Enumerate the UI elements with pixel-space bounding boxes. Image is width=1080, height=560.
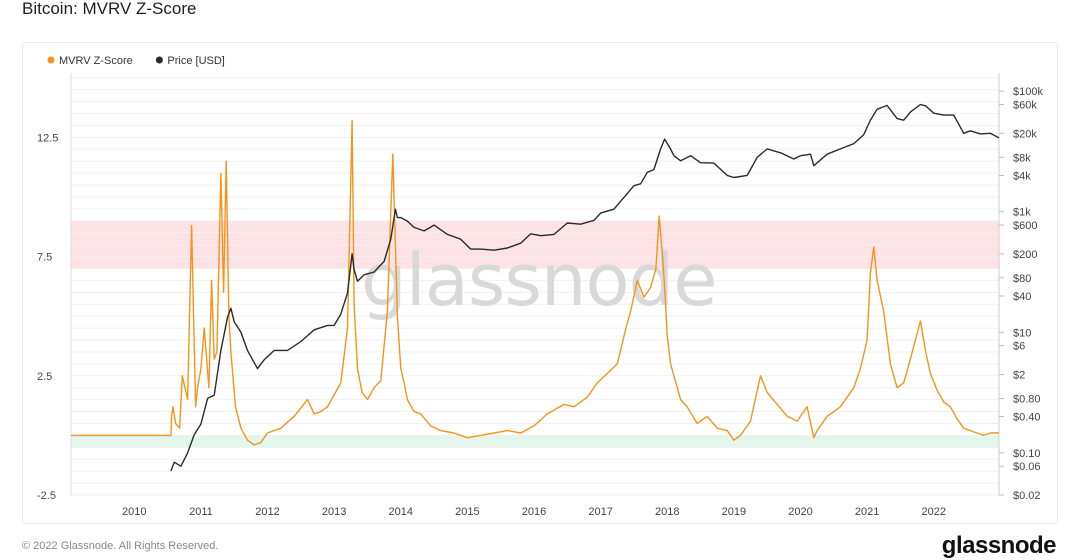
right-tick-label: $1k [1013,207,1031,219]
x-tick-label: 2013 [322,506,346,518]
x-tick-label: 2014 [389,506,413,518]
page-title: Bitcoin: MVRV Z-Score [22,0,197,18]
right-axis: $0.02 $0.06$0.10 $0.40 $0.80 $2 $6 $10 $40 $80 $2… [999,86,1043,502]
right-tick-label: $80 [1013,273,1031,285]
legend-item-price-usd-: Price [USD] [167,55,224,67]
left-axis: -2.5 2.5 7.5 12.5 [37,132,58,502]
right-tick-label: $200 [1013,249,1037,261]
x-tick-label: 2019 [722,506,746,518]
right-tick-label: $0.40 [1013,412,1041,424]
x-tick-label: 2011 [189,506,213,518]
x-tick-label: 2017 [588,506,612,518]
x-tick-label: 2018 [655,506,679,518]
chart-card: glassnode -2.5 2.5 7.5 12.5 $0.02 $0.06 $0.10… [22,42,1058,524]
left-tick-label: 12.5 [37,132,58,144]
x-tick-label: 2012 [255,506,279,518]
right-tick-label: $40 [1013,291,1031,303]
series-lines [71,103,1000,472]
series-line-mvrv-z-score [71,120,999,446]
brand-logo: glassnode [941,532,1057,559]
series-line-price-usd- [170,103,1000,472]
x-tick-label: 2020 [788,506,812,518]
right-tick-label: $0.10 [1013,448,1041,460]
x-tick-label: 2022 [921,506,945,518]
left-tick-label: 2.5 [37,371,52,383]
left-tick-label: 7.5 [37,252,52,264]
legend-dot [155,56,163,64]
right-tick-label: $10 [1013,327,1031,339]
right-tick-label: $600 [1013,220,1037,232]
right-tick-label: $100k [1013,86,1043,98]
left-tick-label: -2.5 [37,490,56,502]
legend-item-mvrv-z-score: MVRV Z-Score [59,55,133,67]
right-tick-label: $0.06 [1013,461,1041,473]
x-tick-label: 2010 [122,506,146,518]
right-tick-label: $6 [1013,341,1025,353]
band-undervalued [71,435,999,448]
right-tick-label: $20k [1013,128,1037,140]
copyright-text: © 2022 Glassnode. All Rights Reserved. [22,540,219,552]
right-tick-label: $60k [1013,100,1037,112]
right-tick-label: $8k [1013,152,1031,164]
legend: MVRV Z-Score Price [USD] [47,55,225,67]
right-tick-label: $4k [1013,170,1031,182]
watermark: glassnode [361,238,717,322]
x-tick-label: 2015 [455,506,479,518]
right-tick-label: $0.80 [1013,393,1041,405]
right-tick-label: $0.02 [1013,490,1041,502]
x-tick-label: 2016 [522,506,546,518]
grid-lines [70,73,1000,496]
mvrv-zscore-chart: glassnode -2.5 2.5 7.5 12.5 $0.02 $0.06$0.10… [37,55,1043,518]
right-tick-label: $2 [1013,369,1025,381]
x-axis: 2010 2011 2012 2013 2014 2015 2016 2017 2018 2019… [122,506,946,518]
x-tick-label: 2021 [855,506,879,518]
legend-dot [47,56,55,64]
